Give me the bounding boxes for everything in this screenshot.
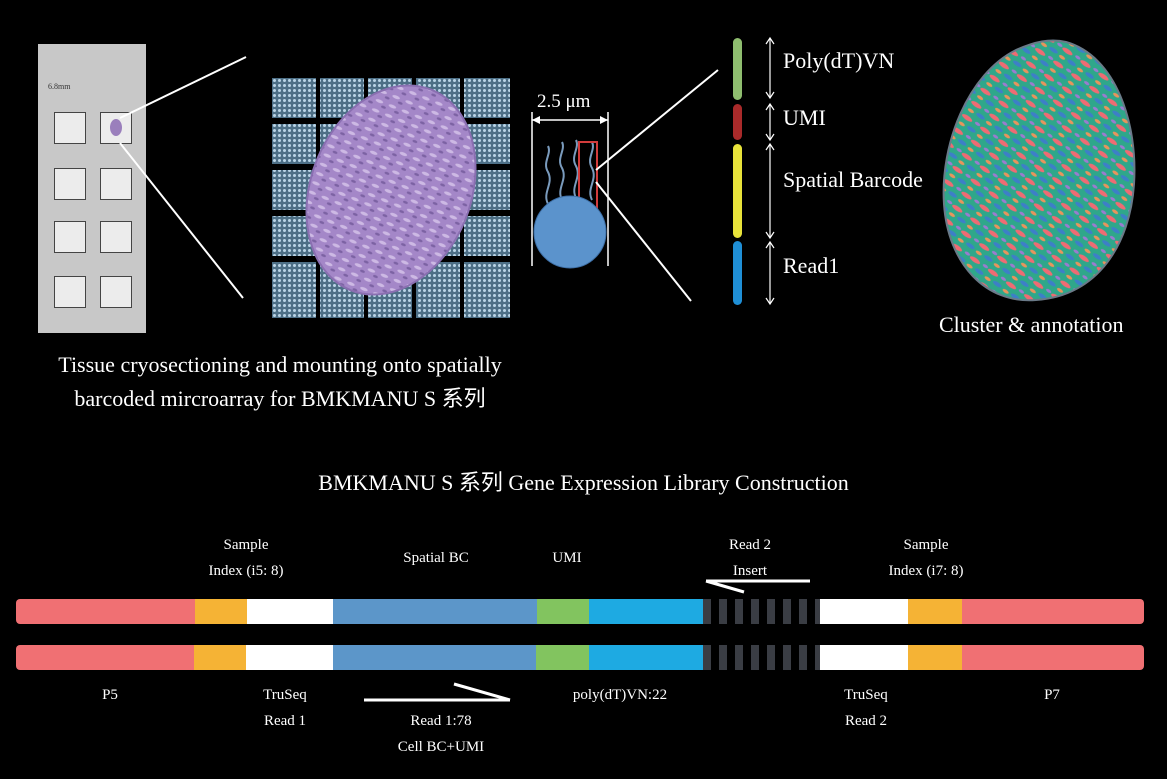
segment-index-i5 (194, 645, 246, 670)
cluster-annotation-image (942, 39, 1136, 302)
segment-truseq-read1 (246, 645, 333, 670)
tissue-caption-line2: barcoded mircroarray for BMKMANU S 系列 (74, 386, 486, 411)
segment-insert (703, 599, 820, 624)
capture-area (54, 276, 86, 308)
label-truseq-read2: TruSeq Read 2 (844, 687, 888, 729)
label-sample-index-i7: Sample Index (i7: 8) (888, 537, 964, 579)
segment-polydt (589, 599, 703, 624)
oligo-segment-spatial (733, 144, 742, 238)
oligo-segment-read1 (733, 241, 742, 305)
capture-area (100, 221, 132, 253)
label-read2-insert: Read 2 Insert (728, 537, 772, 579)
segment-p7 (962, 599, 1144, 624)
capture-area (54, 168, 86, 200)
segment-polydt (589, 645, 703, 670)
label-sample-index-i5: Sample Index (i5: 8) (208, 537, 284, 579)
label-p5: P5 (102, 687, 118, 703)
oligo-label-polydt: Poly(dT)VN (783, 48, 895, 73)
segment-index-i7 (908, 645, 962, 670)
label-p7: P7 (1044, 687, 1060, 703)
slide: 6.8mm (38, 44, 146, 333)
segment-truseq-read1 (247, 599, 333, 624)
oligo-label-spatial: Spatial Barcode (783, 167, 923, 192)
library-strand-top (16, 599, 1144, 624)
tissue-dot (110, 119, 122, 136)
capture-area (100, 168, 132, 200)
label-read1-78: Read 1:78 Cell BC+UMI (397, 713, 485, 755)
segment-index-i7 (908, 599, 962, 624)
segment-insert (703, 645, 820, 670)
segment-spatial-bc (333, 599, 537, 624)
segment-truseq-read2 (820, 599, 908, 624)
oligo-segment-polydt (733, 38, 742, 100)
segment-umi (537, 599, 589, 624)
oligo-label-read1: Read1 (783, 253, 840, 278)
segment-index-i5 (195, 599, 247, 624)
oligo-brackets (765, 36, 775, 306)
read1-primer-arrow (364, 682, 511, 702)
cluster-label: Cluster & annotation (939, 312, 1124, 337)
label-umi: UMI (552, 550, 582, 566)
segment-p7 (962, 645, 1144, 670)
capture-area-with-tissue (100, 112, 132, 144)
slide-dimension-label: 6.8mm (48, 82, 71, 91)
label-truseq-read1: TruSeq Read 1 (263, 687, 307, 729)
tissue-caption-line1: Tissue cryosectioning and mounting onto … (58, 352, 502, 377)
segment-p5 (16, 645, 194, 670)
label-polydt: poly(dT)VN:22 (572, 687, 668, 703)
capture-area (54, 221, 86, 253)
segment-spatial-bc (333, 645, 536, 670)
segment-p5 (16, 599, 195, 624)
label-spatial-bc: Spatial BC (403, 550, 469, 566)
microarray-tissue-image (272, 78, 510, 318)
capture-area (100, 276, 132, 308)
library-title: BMKMANU S 系列 Gene Expression Library Con… (318, 470, 849, 495)
bead-diameter-label: 2.5 μm (537, 91, 591, 112)
read2-primer-arrow (705, 579, 810, 594)
capture-area (54, 112, 86, 144)
tissue-caption: Tissue cryosectioning and mounting onto … (20, 348, 540, 416)
bead-diagram (531, 112, 609, 269)
library-strand-bottom (16, 645, 1144, 670)
oligo-label-umi: UMI (783, 105, 826, 130)
segment-umi (536, 645, 589, 670)
segment-truseq-read2 (820, 645, 908, 670)
oligo-segment-umi (733, 104, 742, 140)
